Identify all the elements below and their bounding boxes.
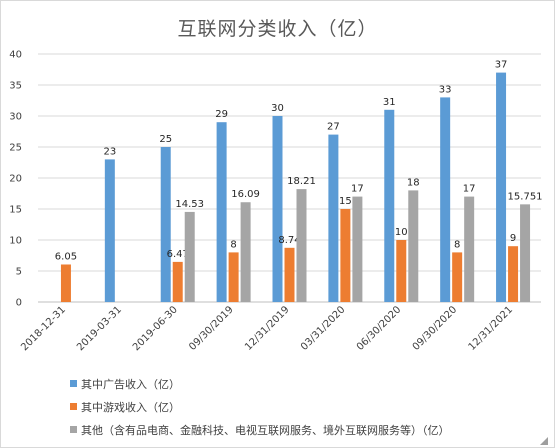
y-tick-label: 10 — [9, 236, 22, 247]
legend-swatch-other — [70, 426, 77, 433]
bar-series-2 — [184, 211, 195, 302]
legend-item-other: 其他（含有品电商、金融科技、电视互联网服务、境外互联网服务等）（亿） — [70, 418, 450, 441]
data-label-series-0: 33 — [439, 84, 452, 95]
bar-series-1 — [340, 209, 351, 302]
bar-series-0 — [160, 147, 171, 302]
data-label-series-1: 8.74 — [278, 235, 300, 246]
bar-series-1 — [508, 246, 519, 302]
data-label-series-0: 31 — [383, 97, 396, 108]
data-label-series-0: 25 — [159, 134, 172, 145]
data-label-series-2: 18 — [407, 177, 420, 188]
x-tick-label: 2018-12-31 — [19, 304, 68, 353]
data-label-series-1: 15 — [339, 196, 352, 207]
y-tick-label: 5 — [16, 267, 22, 278]
legend-label-ads: 其中广告收入（亿） — [81, 377, 180, 391]
bar-series-2 — [464, 196, 475, 302]
data-label-series-0: 23 — [103, 146, 116, 157]
x-tick-label: 2019-06-30 — [131, 304, 180, 353]
y-tick-label: 15 — [9, 205, 22, 216]
data-label-series-2: 15.751 — [508, 191, 543, 202]
data-label-series-2: 18.21 — [287, 176, 316, 187]
data-label-series-2: 14.53 — [175, 199, 204, 210]
data-label-series-0: 27 — [327, 122, 340, 133]
data-label-series-2: 17 — [463, 184, 476, 195]
x-tick-label: 12/31/2021 — [467, 304, 516, 353]
x-tick-label: 09/30/2020 — [411, 304, 460, 353]
y-tick-label: 35 — [9, 81, 22, 92]
data-label-series-2: 17 — [351, 184, 364, 195]
data-label-series-0: 29 — [215, 109, 228, 120]
y-tick-label: 40 — [9, 50, 22, 61]
bar-series-0 — [216, 122, 227, 302]
chart-title: 互联网分类收入（亿） — [177, 18, 378, 40]
x-tick-label: 03/31/2020 — [299, 304, 348, 353]
bar-series-2 — [408, 190, 419, 302]
bar-series-0 — [104, 159, 115, 302]
chart-legend: 其中广告收入（亿） 其中游戏收入（亿） 其他（含有品电商、金融科技、电视互联网服… — [70, 372, 450, 441]
x-tick-label: 06/30/2020 — [355, 304, 404, 353]
bar-series-2 — [296, 189, 307, 302]
bar-series-0 — [384, 109, 395, 302]
bar-series-1 — [284, 247, 295, 302]
bar-series-2 — [240, 202, 251, 302]
bar-series-2 — [352, 196, 363, 302]
x-tick-label: 12/31/2019 — [243, 304, 292, 353]
data-label-series-1: 9 — [510, 233, 516, 244]
legend-label-other: 其他（含有品电商、金融科技、电视互联网服务、境外互联网服务等）（亿） — [81, 423, 450, 437]
legend-item-games: 其中游戏收入（亿） — [70, 395, 450, 418]
data-label-series-1: 10 — [395, 227, 408, 238]
bar-series-1 — [172, 261, 183, 302]
y-tick-label: 30 — [9, 112, 22, 123]
data-label-series-1: 6.05 — [55, 251, 77, 262]
bar-series-1 — [60, 264, 71, 302]
legend-item-ads: 其中广告收入（亿） — [70, 372, 450, 395]
y-tick-label: 20 — [9, 174, 22, 185]
data-label-series-1: 8 — [230, 239, 236, 250]
data-label-series-2: 16.09 — [231, 189, 260, 200]
x-tick-label: 2019-03-31 — [75, 304, 124, 353]
y-tick-label: 25 — [9, 143, 22, 154]
bar-series-0 — [440, 97, 451, 303]
legend-swatch-ads — [70, 380, 77, 387]
data-label-series-1: 6.47 — [167, 249, 189, 260]
bar-series-0 — [496, 72, 507, 302]
bar-series-1 — [228, 252, 239, 302]
bar-series-0 — [272, 116, 283, 302]
data-label-series-0: 30 — [271, 103, 284, 114]
x-tick-label: 09/30/2019 — [187, 304, 236, 353]
bar-series-0 — [328, 134, 339, 302]
legend-label-games: 其中游戏收入（亿） — [81, 400, 180, 414]
y-tick-label: 0 — [16, 298, 22, 309]
data-label-series-1: 8 — [454, 239, 460, 250]
bar-series-1 — [396, 240, 407, 302]
bar-series-2 — [520, 204, 531, 302]
data-label-series-0: 37 — [495, 60, 508, 71]
resize-grip-icon[interactable] — [540, 437, 548, 445]
legend-swatch-games — [70, 403, 77, 410]
bar-series-1 — [452, 252, 463, 302]
